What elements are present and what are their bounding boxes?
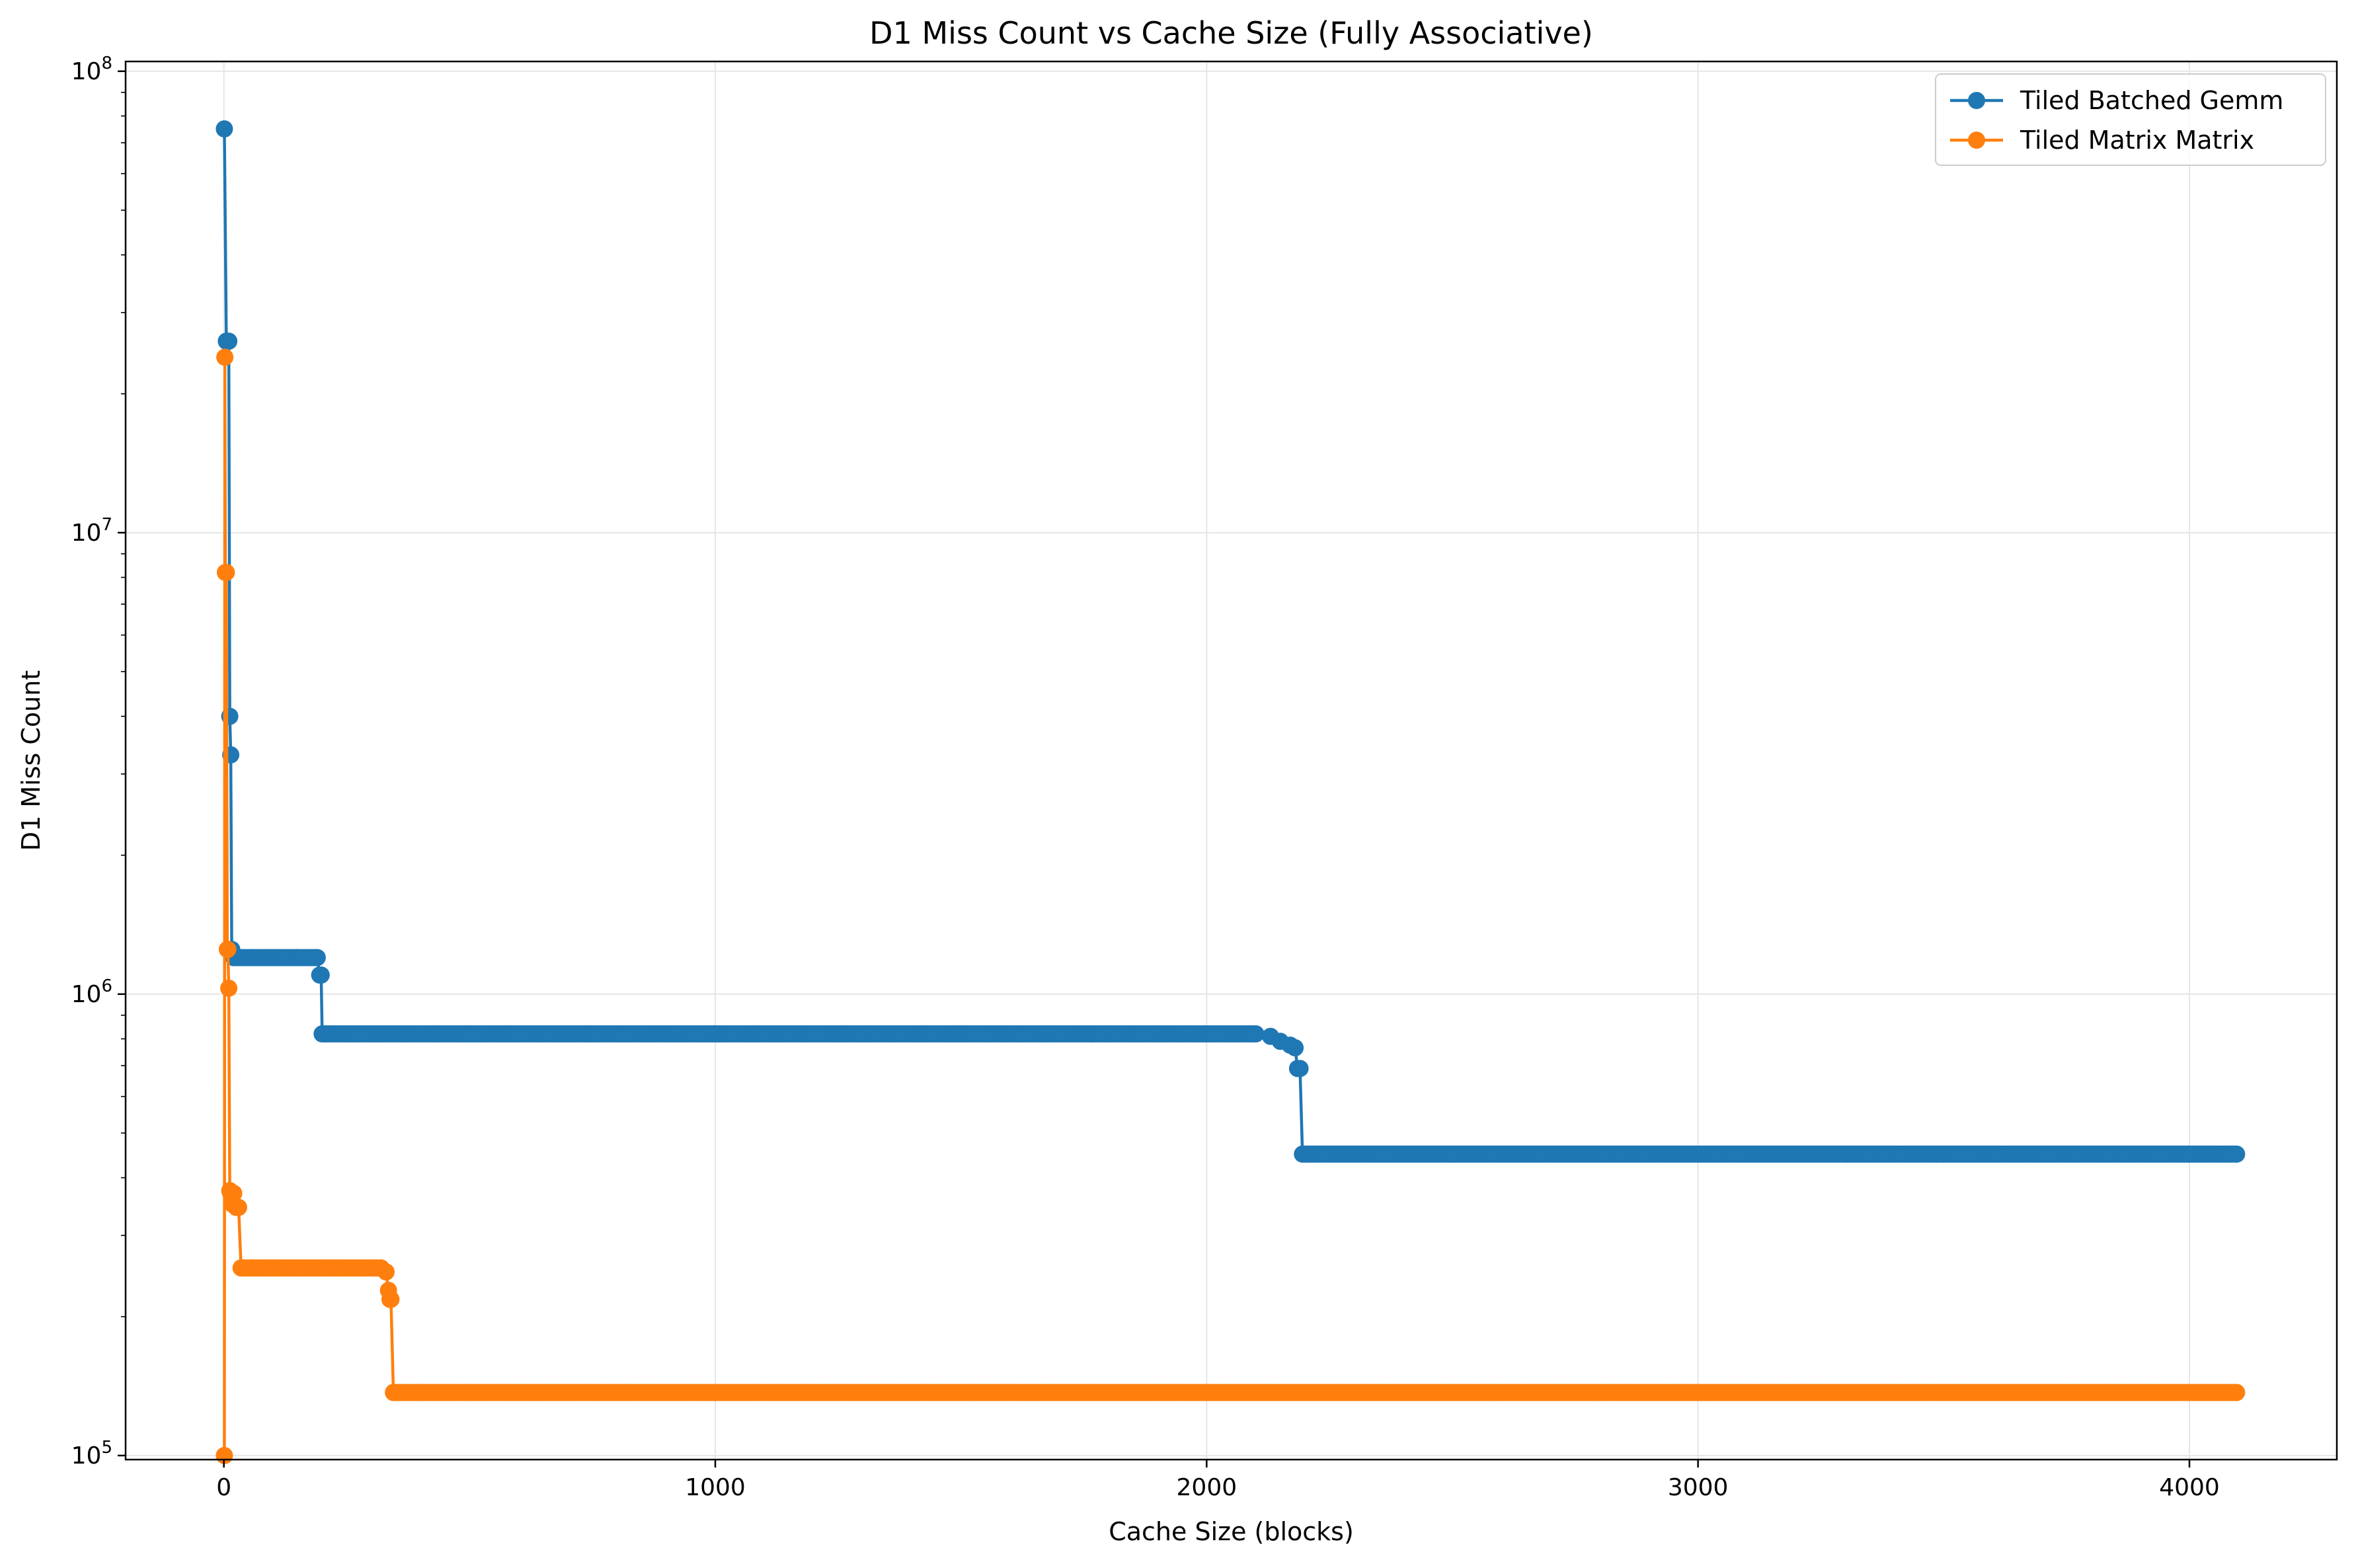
legend-box <box>1935 73 2326 166</box>
series-tiled-batched-gemm <box>216 120 2246 1163</box>
data-point <box>229 1198 247 1216</box>
data-point <box>2228 1145 2246 1163</box>
series-line <box>223 356 2237 1456</box>
data-point <box>1291 1060 1309 1078</box>
y-tick-label: 106 <box>71 976 112 1008</box>
series-line <box>223 128 2237 1156</box>
data-point <box>1286 1039 1304 1057</box>
data-point <box>216 348 234 366</box>
data-point <box>377 1263 395 1281</box>
chart-title: D1 Miss Count vs Cache Size (Fully Assoc… <box>869 15 1593 51</box>
data-point <box>220 979 238 997</box>
legend-swatch-marker <box>1968 92 1985 109</box>
legend: Tiled Batched Gemm Tiled Matrix Matrix <box>1935 73 2326 166</box>
grid <box>126 61 2337 1460</box>
data-point <box>217 563 235 581</box>
legend-swatch-marker <box>1968 132 1985 149</box>
x-tick-label: 3000 <box>1668 1474 1729 1501</box>
data-point <box>220 333 238 350</box>
legend-item: Tiled Batched Gemm <box>1950 86 2283 115</box>
y-tick-label: 107 <box>71 515 112 547</box>
plot-frame <box>124 60 2338 1461</box>
legend-label: Tiled Batched Gemm <box>2020 86 2283 115</box>
data-point <box>225 1185 243 1202</box>
x-tick-label: 0 <box>216 1474 231 1501</box>
data-point <box>2228 1384 2246 1401</box>
y-tick-label: 105 <box>71 1438 112 1470</box>
data-point <box>216 120 233 137</box>
x-tick-label: 2000 <box>1177 1474 1237 1501</box>
ticks: 0 1000 2000 3000 4000 105 106 107 108 <box>71 54 2220 1501</box>
data-point <box>1247 1025 1265 1043</box>
legend-item: Tiled Matrix Matrix <box>1950 126 2254 155</box>
series-tiled-matrix-matrix <box>216 348 2246 1464</box>
data-point <box>382 1290 400 1308</box>
series-layer <box>216 120 2246 1464</box>
legend-label: Tiled Matrix Matrix <box>2020 126 2254 155</box>
y-tick-label: 108 <box>71 54 112 85</box>
x-axis-label: Cache Size (blocks) <box>1109 1517 1354 1546</box>
data-point <box>219 941 237 959</box>
data-point <box>308 949 326 966</box>
y-axis-label: D1 Miss Count <box>17 670 46 851</box>
x-tick-label: 4000 <box>2159 1474 2220 1501</box>
x-tick-label: 1000 <box>685 1474 746 1501</box>
data-point <box>312 966 330 984</box>
